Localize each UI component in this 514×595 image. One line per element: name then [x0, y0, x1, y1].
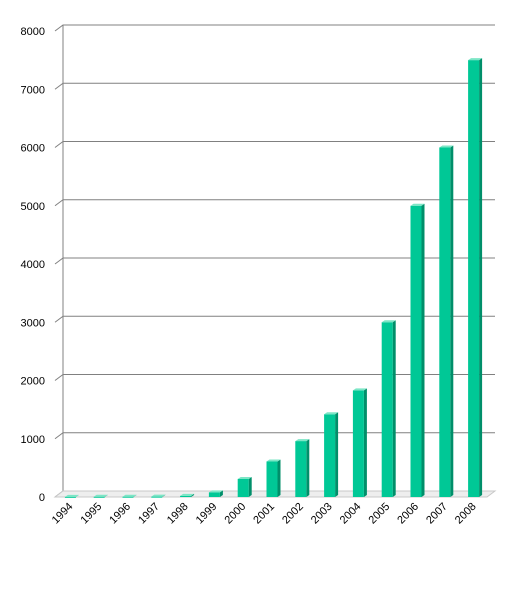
- bar: [352, 388, 367, 497]
- bar-front: [208, 492, 220, 497]
- bar-top: [151, 494, 166, 497]
- bar-top: [122, 494, 137, 497]
- bar-side: [75, 494, 79, 497]
- bar-front: [295, 441, 307, 497]
- bar-front: [468, 60, 480, 497]
- bar-top: [237, 476, 252, 479]
- x-tick-label: 1998: [165, 501, 191, 527]
- y-tick-label: 1000: [21, 434, 45, 446]
- bar: [439, 145, 454, 497]
- y-tick-label: 8000: [21, 26, 45, 38]
- y-tick-label: 7000: [21, 84, 45, 96]
- bar: [93, 494, 108, 498]
- bar-side: [191, 493, 195, 497]
- x-tick-label: 2008: [453, 501, 479, 527]
- gridline: [54, 24, 495, 32]
- bar-side: [162, 494, 166, 497]
- y-tick-label: 5000: [21, 201, 45, 213]
- x-tick-label: 2001: [251, 501, 277, 527]
- bar-side: [219, 490, 223, 497]
- gridline: [54, 315, 495, 323]
- bars: [64, 58, 483, 498]
- bar-front: [122, 496, 134, 498]
- bar-top: [439, 145, 454, 148]
- gridlines: [54, 24, 495, 498]
- y-tick-label: 3000: [21, 317, 45, 329]
- gridline: [54, 199, 495, 207]
- x-tick-label: 2005: [367, 501, 393, 527]
- bar-top: [410, 203, 425, 206]
- bar: [237, 476, 252, 497]
- bar-front: [439, 147, 451, 497]
- bar-front: [352, 390, 364, 497]
- x-tick-label: 1999: [194, 501, 220, 527]
- bar-side: [306, 439, 310, 497]
- bar-side: [363, 388, 367, 497]
- bar-front: [266, 461, 278, 497]
- bar-side: [277, 459, 281, 497]
- gridline: [54, 141, 495, 148]
- bar-top: [93, 494, 108, 497]
- bar: [468, 58, 483, 497]
- gridline: [54, 374, 495, 381]
- bar: [151, 494, 166, 498]
- bar: [64, 494, 79, 498]
- bar-side: [248, 476, 252, 497]
- bar: [122, 494, 137, 498]
- bar: [295, 439, 310, 497]
- gridline: [54, 82, 495, 90]
- x-tick-label: 2000: [223, 501, 249, 527]
- bar-side: [479, 58, 483, 497]
- x-tick-label: 2004: [338, 501, 364, 527]
- gridline: [54, 432, 495, 440]
- x-tick-label: 2003: [309, 501, 335, 527]
- x-tick-label: 1997: [136, 501, 162, 527]
- x-tick-label: 2007: [424, 501, 450, 527]
- x-tick-label: 2006: [395, 501, 421, 527]
- y-tick-label: 2000: [21, 376, 45, 388]
- y-tick-label: 0: [39, 492, 45, 504]
- x-tick-label: 1994: [50, 501, 76, 527]
- x-tick-label: 1995: [79, 501, 105, 527]
- bar-side: [133, 494, 137, 497]
- bar-top: [295, 439, 310, 442]
- bar-top: [352, 388, 367, 391]
- bar-front: [410, 205, 422, 497]
- bar-front: [93, 496, 105, 498]
- x-tick-label: 2002: [280, 501, 306, 527]
- x-tick-label: 1996: [107, 501, 133, 527]
- bar: [266, 459, 281, 497]
- bar-top: [208, 490, 223, 493]
- bar-front: [180, 495, 192, 497]
- bar-front: [237, 478, 249, 497]
- bar: [381, 320, 396, 497]
- bar-side: [421, 203, 425, 497]
- bar-side: [335, 412, 339, 497]
- bar-front: [324, 414, 336, 497]
- x-axis: 1994 1995 1996 1997 1998 1999 2000 2001 2002 2003…: [50, 501, 479, 527]
- bar-side: [392, 320, 396, 497]
- bar-front: [64, 496, 76, 498]
- y-tick-label: 4000: [21, 259, 45, 271]
- bar: [410, 203, 425, 497]
- bar-top: [381, 320, 396, 323]
- bar-top: [180, 493, 195, 496]
- bar-top: [324, 412, 339, 415]
- bar-front: [381, 322, 393, 497]
- bar-front: [151, 496, 163, 498]
- bar-top: [468, 58, 483, 61]
- y-axis: 0 1000 2000 3000 4000 5000 6000 7000 8000: [21, 26, 45, 504]
- bar-side: [104, 494, 108, 497]
- bar-top: [266, 459, 281, 462]
- gridline: [54, 257, 495, 265]
- bar: [180, 493, 195, 497]
- bar: [324, 412, 339, 497]
- bar-top: [64, 494, 79, 497]
- bar-side: [450, 145, 454, 497]
- bar: [208, 490, 223, 497]
- y-tick-label: 6000: [21, 143, 45, 155]
